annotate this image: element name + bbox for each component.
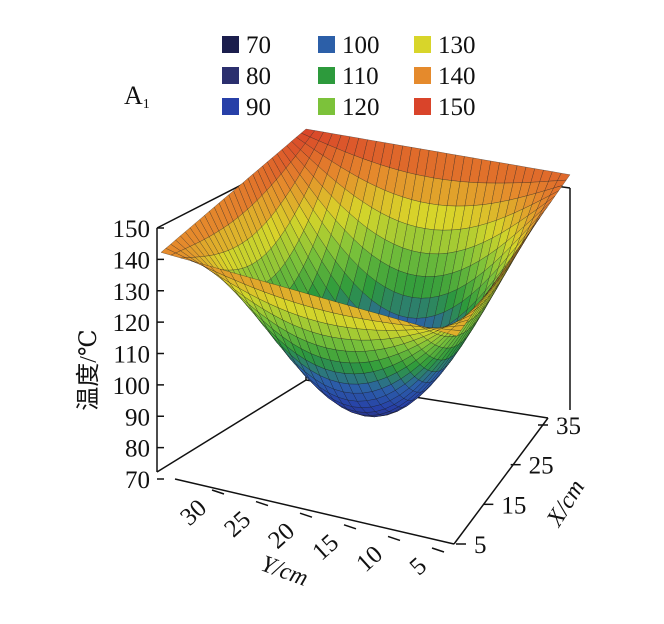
- z-tick-label: 130: [113, 279, 151, 306]
- y-tick: [299, 512, 313, 518]
- y-tick: [387, 535, 401, 542]
- x-axis-label: X/cm: [541, 475, 590, 531]
- surface-mesh: [160, 128, 571, 418]
- z-tick-label: 150: [113, 216, 151, 243]
- legend-swatch: [318, 36, 335, 53]
- box-edge-front-right: [453, 417, 549, 545]
- legend-label: 150: [438, 94, 476, 121]
- y-tick-label: 15: [307, 529, 344, 566]
- z-tick-label: 90: [125, 404, 150, 431]
- x-tick-label: 5: [474, 532, 487, 559]
- z-axis: 150 140 130 120 110 100 90 80 70: [113, 216, 164, 494]
- y-tick: [431, 547, 445, 553]
- x-tick-label: 25: [529, 453, 554, 480]
- x-tick-label: 15: [501, 492, 526, 519]
- legend-label: 100: [342, 32, 380, 59]
- legend-swatch: [414, 36, 431, 53]
- legend-label: 140: [438, 63, 476, 90]
- legend-label: 70: [246, 32, 271, 59]
- legend-label: 130: [438, 32, 476, 59]
- panel-label: A1: [124, 81, 150, 112]
- z-tick-label: 140: [113, 247, 151, 274]
- z-tick-label: 80: [125, 436, 150, 463]
- box-edge-back-left: [156, 379, 307, 473]
- y-tick-label: 20: [263, 518, 300, 555]
- y-tick: [343, 524, 357, 530]
- legend-label: 90: [246, 94, 271, 121]
- legend-swatch: [222, 36, 239, 53]
- z-tick-label: 100: [113, 373, 151, 400]
- z-tick-label: 70: [125, 467, 150, 494]
- legend-swatch: [222, 67, 239, 84]
- box-edge-front-left: [174, 478, 455, 545]
- legend: 70 80 90 100 110 120 130 140 150: [222, 32, 476, 121]
- x-tick-label: 35: [556, 413, 581, 440]
- z-tick-label: 120: [113, 310, 151, 337]
- z-tick-label: 110: [113, 342, 150, 369]
- legend-swatch: [222, 98, 239, 115]
- y-tick: [255, 500, 269, 507]
- legend-label: 110: [342, 63, 379, 90]
- legend-swatch: [414, 98, 431, 115]
- y-tick-label: 25: [219, 506, 256, 543]
- y-tick-label: 10: [351, 541, 388, 578]
- box-front-edges: [174, 417, 549, 545]
- legend-label: 80: [246, 63, 271, 90]
- legend-swatch: [318, 98, 335, 115]
- legend-swatch: [318, 67, 335, 84]
- y-tick: [211, 489, 225, 495]
- y-tick-label: 5: [405, 552, 432, 580]
- legend-swatch: [414, 67, 431, 84]
- surface-patch: [446, 329, 462, 337]
- legend-label: 120: [342, 94, 380, 121]
- y-axis-label: Y/cm: [257, 551, 311, 592]
- z-axis-label: 温度/℃: [75, 329, 102, 411]
- y-tick-label: 30: [175, 494, 212, 531]
